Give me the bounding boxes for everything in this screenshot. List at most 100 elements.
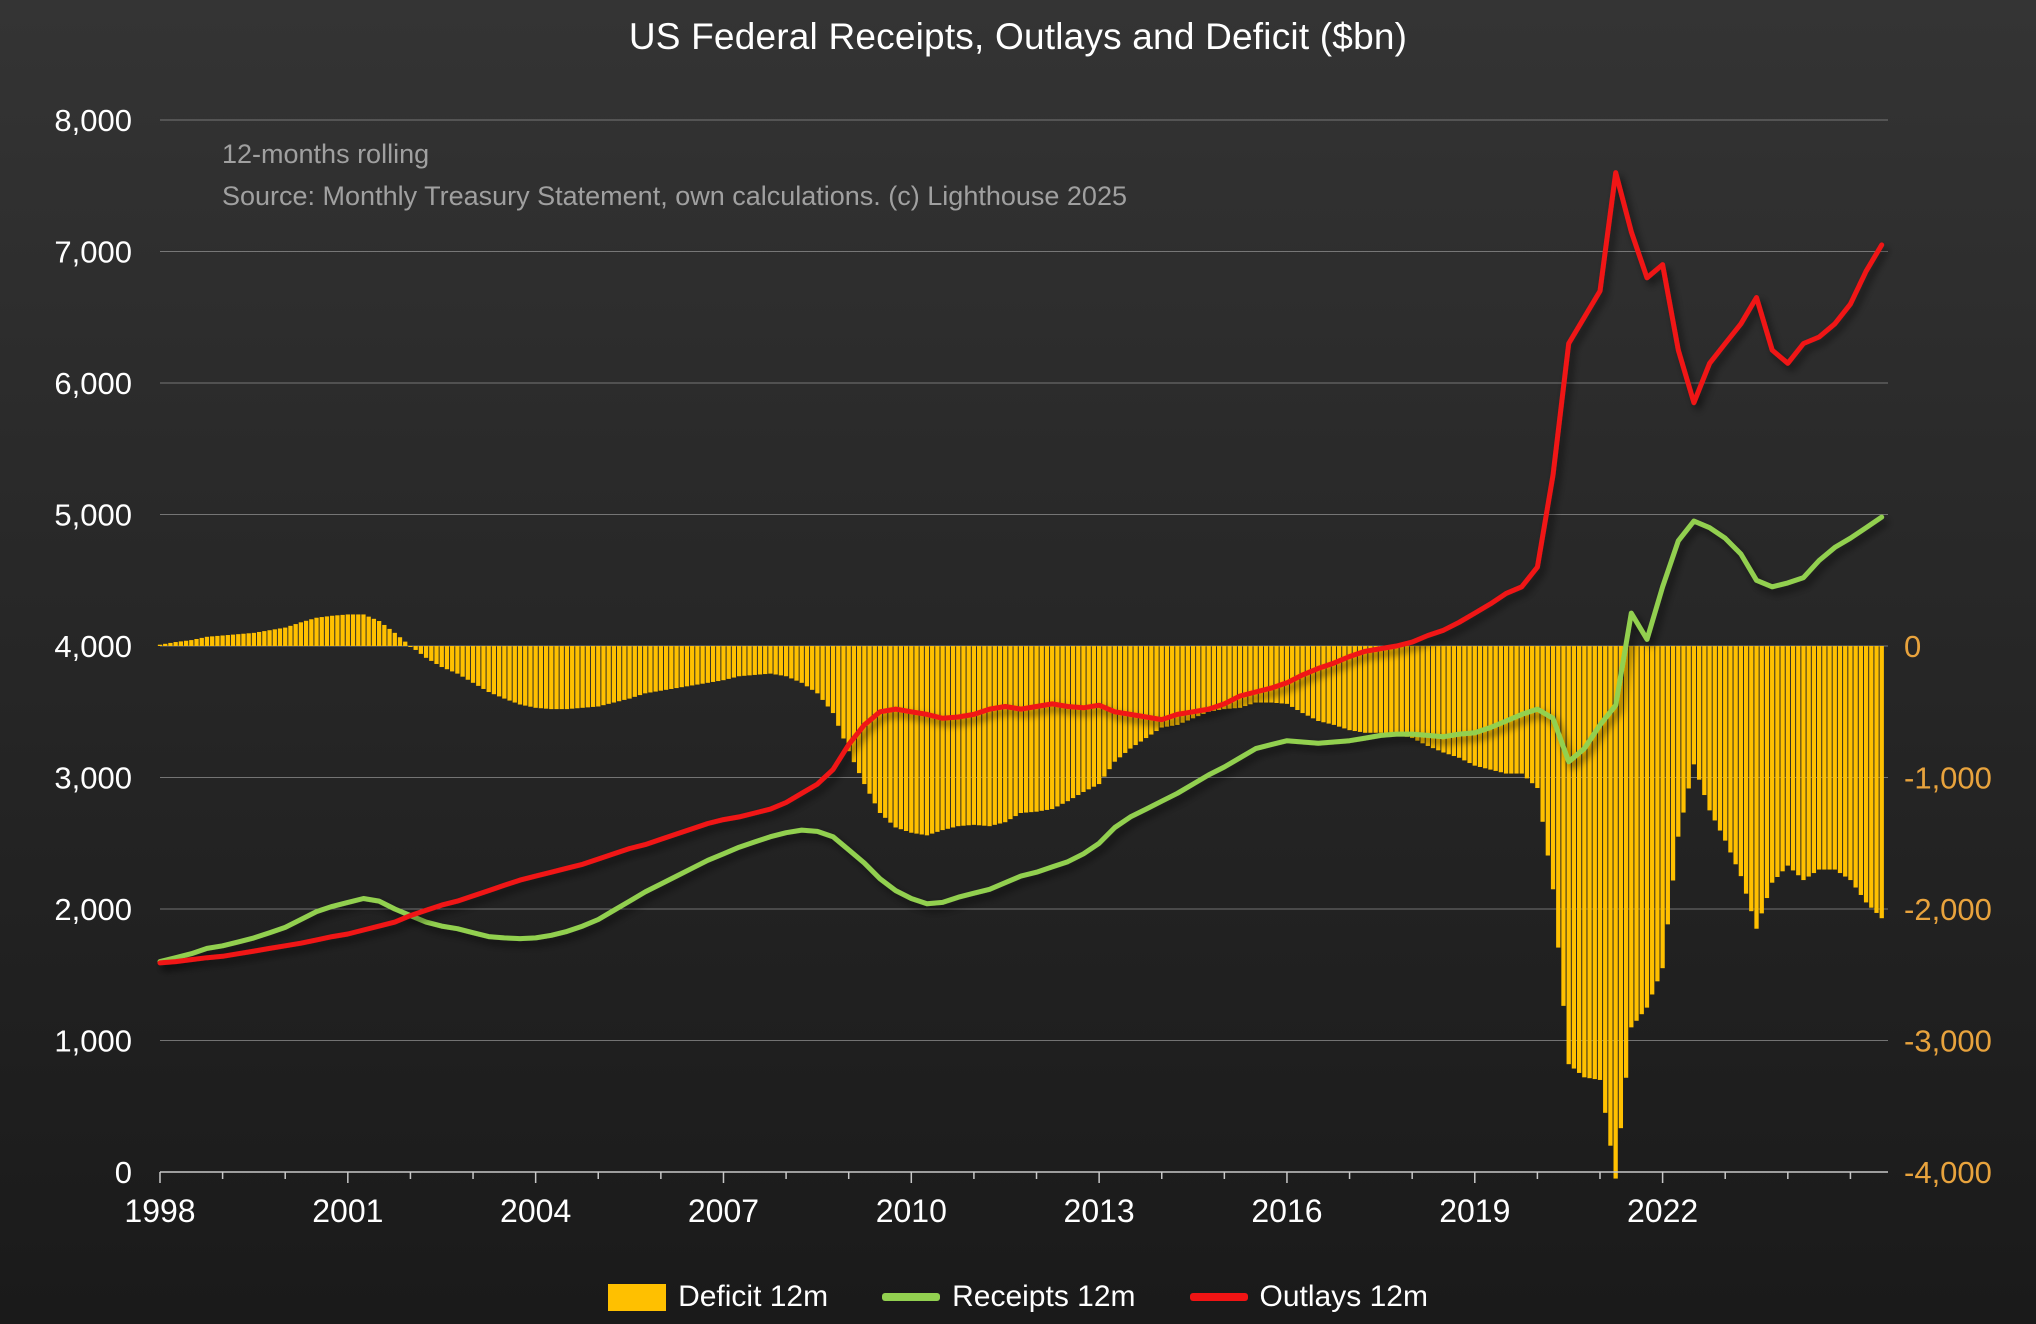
deficit-bar [1655, 646, 1660, 982]
deficit-bar [543, 646, 549, 709]
deficit-bar [1691, 646, 1697, 765]
deficit-bar [1060, 646, 1065, 804]
deficit-bar [225, 635, 230, 646]
deficit-bar [1196, 646, 1201, 717]
deficit-bar [1759, 646, 1764, 914]
deficit-bar [622, 646, 627, 700]
legend-item-receipts: Receipts 12m [882, 1280, 1136, 1314]
deficit-bar [1133, 646, 1138, 746]
deficit-bar [450, 646, 455, 672]
deficit-bar [502, 646, 507, 699]
chart-annotation: 12-months rolling Source: Monthly Treasu… [222, 134, 1127, 218]
deficit-bar [1686, 646, 1691, 789]
deficit-bar [1117, 646, 1123, 758]
deficit-bar [1712, 646, 1717, 821]
deficit-bar [178, 641, 184, 646]
deficit-bar [1827, 646, 1832, 870]
deficit-bar [1394, 646, 1399, 735]
deficit-bar [736, 646, 742, 677]
deficit-bar [1102, 646, 1107, 777]
deficit-bar [877, 646, 883, 814]
deficit-bar [825, 646, 830, 707]
deficit-bar [314, 617, 319, 646]
deficit-bar [1081, 646, 1086, 792]
right-axis-label: -1,000 [1904, 761, 1992, 796]
deficit-bar [1801, 646, 1806, 881]
deficit-bar [1326, 646, 1331, 724]
deficit-bar [1509, 646, 1514, 774]
deficit-bar [997, 646, 1003, 824]
deficit-bar [1566, 646, 1571, 1065]
deficit-bar [815, 646, 820, 694]
deficit-bar [1738, 646, 1744, 877]
deficit-bar [914, 646, 919, 834]
deficit-bar [564, 646, 570, 710]
deficit-bar [945, 646, 950, 829]
deficit-bar [1352, 646, 1357, 732]
deficit-bar [585, 646, 590, 708]
deficit-bar [455, 646, 460, 674]
deficit-bar [1185, 646, 1190, 721]
x-axis-label: 2019 [1439, 1193, 1510, 1229]
deficit-bar [486, 646, 491, 693]
deficit-bar [1070, 646, 1076, 799]
x-axis-label: 2013 [1064, 1193, 1135, 1229]
deficit-bar [1034, 646, 1039, 812]
legend-label-receipts: Receipts 12m [952, 1280, 1136, 1313]
left-axis-label: 2,000 [54, 892, 132, 927]
x-axis-label: 1998 [124, 1193, 195, 1229]
deficit-bar [1728, 646, 1733, 853]
deficit-bar [961, 646, 966, 826]
deficit-bar [893, 646, 898, 828]
deficit-bar [1790, 646, 1796, 871]
deficit-bar [418, 646, 424, 654]
deficit-bar [366, 616, 371, 646]
deficit-bar [1331, 646, 1337, 725]
deficit-bar [903, 646, 909, 831]
deficit-bar [1493, 646, 1498, 771]
right-axis-labels: 0 -1,000 -2,000 -3,000 -4,000 [1904, 629, 1992, 1190]
deficit-bar [1399, 646, 1404, 736]
deficit-bar [930, 646, 935, 834]
deficit-bar [1462, 646, 1467, 761]
deficit-bar [1096, 646, 1102, 785]
deficit-bar [1477, 646, 1483, 767]
deficit-bar [251, 632, 257, 646]
deficit-bar [1112, 646, 1117, 762]
deficit-bar [1316, 646, 1321, 721]
deficit-bar [1383, 646, 1389, 734]
deficit-bar [1274, 646, 1279, 703]
deficit-bar [330, 615, 335, 646]
deficit-bar [768, 646, 773, 674]
deficit-bar [413, 646, 418, 650]
right-axis-label: -2,000 [1904, 892, 1992, 927]
deficit-bar [1175, 646, 1180, 725]
deficit-bar [173, 642, 178, 646]
deficit-bar [1159, 646, 1164, 728]
legend-label-outlays: Outlays 12m [1259, 1280, 1428, 1313]
deficit-bar [1837, 646, 1843, 874]
deficit-bar [1029, 646, 1034, 813]
deficit-bar [517, 646, 523, 705]
deficit-bar [1456, 646, 1462, 758]
deficit-bar [523, 646, 528, 706]
deficit-bar [1634, 646, 1639, 1021]
deficit-bar [1305, 646, 1310, 716]
deficit-bar [470, 646, 476, 683]
deficit-bar [1065, 646, 1070, 802]
deficit-bar [1498, 646, 1504, 773]
deficit-bar [1237, 646, 1243, 708]
deficit-bar [580, 646, 585, 708]
deficit-bar [773, 646, 778, 675]
deficit-bar [189, 640, 194, 646]
deficit-bar [1290, 646, 1295, 707]
deficit-bar [538, 646, 544, 709]
deficit-bar [1180, 646, 1185, 723]
deficit-bar [1592, 646, 1597, 1080]
deficit-bar [361, 614, 366, 646]
deficit-bar [658, 646, 664, 691]
annotation-line-2: Source: Monthly Treasury Statement, own … [222, 180, 1127, 211]
deficit-bar [215, 635, 220, 646]
deficit-bar [935, 646, 940, 832]
deficit-bar [1269, 646, 1274, 703]
